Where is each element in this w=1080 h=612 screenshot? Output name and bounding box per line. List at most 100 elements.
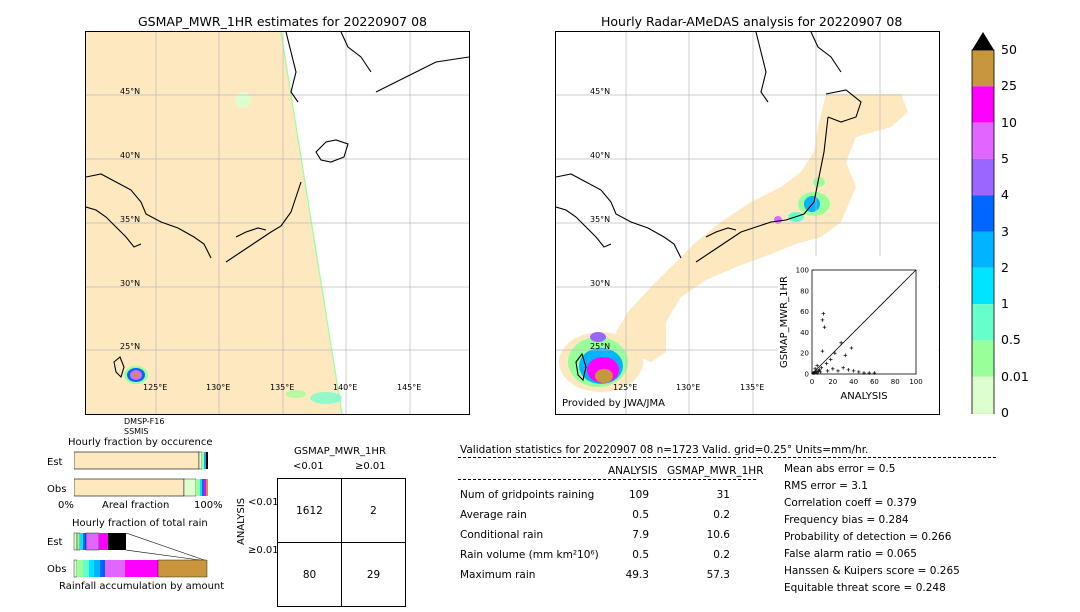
validation-header: Validation statistics for 20220907 08 n=… bbox=[460, 444, 869, 456]
occurence-bars bbox=[74, 451, 208, 497]
scatter-ylabel: GSMAP_MWR_1HR bbox=[779, 276, 790, 368]
lon-label: 135°E bbox=[740, 383, 765, 392]
scatter-xtick: 0 bbox=[810, 378, 814, 386]
lat-label: 45°N bbox=[590, 87, 611, 96]
right-map: 45°N 40°N 35°N 30°N 25°N 125°E 130°E 135… bbox=[555, 31, 940, 415]
score: Mean abs error = 0.5 bbox=[784, 463, 896, 475]
right-coastline bbox=[556, 32, 862, 382]
lat-label: 35°N bbox=[120, 215, 141, 224]
col-gsmap: GSMAP_MWR_1HR bbox=[667, 465, 764, 477]
scatter-ytick: 60 bbox=[800, 308, 809, 316]
row-axis-label: ANALYSIS bbox=[236, 497, 247, 545]
stat-label: Num of gridpoints raining bbox=[460, 489, 595, 501]
scatter-point bbox=[819, 365, 824, 370]
stat-gsmap: 0.2 bbox=[713, 509, 730, 521]
occurence-bar-est-seg bbox=[198, 451, 203, 470]
colorbar-segment bbox=[972, 340, 994, 377]
lon-label: 130°E bbox=[206, 383, 231, 392]
obs-label: Obs bbox=[47, 484, 67, 495]
radar-coverage bbox=[616, 94, 908, 362]
colorbar-tick-label: 2 bbox=[1001, 259, 1009, 275]
scatter-point bbox=[828, 357, 833, 362]
lat-label: 25°N bbox=[120, 342, 141, 351]
scatter-point bbox=[831, 367, 835, 371]
stat-gsmap: 10.6 bbox=[706, 529, 730, 541]
lat-label: 40°N bbox=[590, 151, 611, 160]
scatter-point bbox=[825, 369, 830, 373]
scatter-point bbox=[822, 325, 827, 329]
scatter-point bbox=[815, 371, 819, 375]
rain-bar-connector bbox=[125, 532, 208, 562]
scatter-point bbox=[815, 363, 819, 368]
rain-bar-obs-seg bbox=[94, 560, 100, 577]
typhoon-core bbox=[133, 372, 139, 378]
scatter-point bbox=[843, 353, 848, 358]
occurence-bar-est-seg bbox=[202, 452, 204, 469]
stat-label: Conditional rain bbox=[460, 529, 544, 541]
scatter-point bbox=[820, 349, 825, 353]
cell-01: 2 bbox=[341, 478, 406, 543]
scatter-point bbox=[818, 370, 823, 374]
lon-label: 135°E bbox=[270, 383, 295, 392]
scatter-ytick: 20 bbox=[800, 350, 809, 358]
colorbar bbox=[971, 32, 995, 414]
colorbar-tick-label: 0.5 bbox=[1001, 332, 1021, 348]
left-map-svg bbox=[86, 32, 469, 414]
stat-analysis: 0.5 bbox=[632, 509, 649, 521]
scatter-point bbox=[857, 370, 861, 374]
lat-label: 35°N bbox=[590, 215, 611, 224]
scatter-plot: 00 20 20 40 40 60 60 80 80 100 100 ANALYSIS GSMAP_MW… bbox=[779, 267, 923, 403]
colorbar-tick-label: 0.01 bbox=[1001, 368, 1029, 384]
lon-label: 125°E bbox=[613, 383, 638, 392]
stat-analysis: 7.9 bbox=[632, 529, 649, 541]
typhoon-core bbox=[595, 369, 613, 383]
rain-bar-est-seg bbox=[83, 533, 86, 550]
row-label-lt: <0.01 bbox=[248, 497, 279, 508]
rain-patch bbox=[286, 390, 306, 398]
occurence-bar-obs-seg bbox=[183, 478, 197, 497]
satellite-label: DMSP-F16 bbox=[124, 417, 165, 426]
lon-label: 125°E bbox=[143, 383, 168, 392]
scatter-ytick: 40 bbox=[800, 329, 809, 337]
cell-11: 29 bbox=[341, 542, 406, 607]
colorbar-segment bbox=[972, 158, 994, 196]
colorbar-extend-arrow bbox=[972, 32, 994, 50]
occurence-bar-obs-seg bbox=[206, 479, 208, 496]
rain-bar-obs-seg bbox=[73, 559, 78, 578]
left-coastline bbox=[86, 32, 469, 379]
rain-bar-est-seg bbox=[108, 533, 126, 550]
scatter-point bbox=[839, 341, 843, 345]
rain-bar-obs-seg bbox=[105, 560, 125, 577]
rain-bar-obs-seg bbox=[100, 560, 105, 577]
scatter-point bbox=[849, 346, 854, 350]
right-map-title: Hourly Radar-AMeDAS analysis for 2022090… bbox=[601, 14, 903, 29]
occurence-title: Hourly fraction by occurence bbox=[68, 437, 213, 448]
scatter-ytick: 0 bbox=[805, 371, 809, 379]
occurence-bar-obs-dry bbox=[74, 478, 185, 497]
occurence-bar-est-seg bbox=[206, 452, 208, 469]
colorbar-tick-label: 10 bbox=[1001, 114, 1017, 130]
stat-analysis: 49.3 bbox=[625, 569, 649, 581]
scatter-point bbox=[867, 371, 871, 375]
scatter-point bbox=[817, 368, 822, 372]
colorbar-segment bbox=[972, 376, 994, 413]
score: Hanssen & Kuipers score = 0.265 bbox=[784, 565, 960, 577]
colorbar-segment bbox=[972, 122, 994, 159]
cell-00: 1612 bbox=[277, 478, 342, 543]
left-map: 45°N 40°N 35°N 30°N 25°N 125°E 130°E 135… bbox=[85, 31, 470, 415]
colorbar-segment bbox=[972, 195, 994, 232]
score: Frequency bias = 0.284 bbox=[784, 514, 909, 526]
colorbar-tick-label: 0 bbox=[1001, 405, 1009, 420]
left-grid bbox=[86, 32, 469, 414]
colorbar-tick-label: 3 bbox=[1001, 223, 1009, 239]
total-rain-title: Hourly fraction of total rain bbox=[72, 518, 208, 529]
left-map-title: GSMAP_MWR_1HR estimates for 20220907 08 bbox=[138, 14, 427, 29]
score: Correlation coeff = 0.379 bbox=[784, 497, 917, 509]
est-label: Est bbox=[47, 457, 63, 468]
rain-patch bbox=[235, 92, 251, 108]
stat-gsmap: 0.2 bbox=[713, 549, 730, 561]
colorbar-frame bbox=[971, 49, 995, 414]
col-analysis: ANALYSIS bbox=[608, 465, 658, 477]
occurence-bar-est-dry bbox=[74, 451, 200, 470]
rain-bar-obs-seg bbox=[125, 560, 158, 577]
